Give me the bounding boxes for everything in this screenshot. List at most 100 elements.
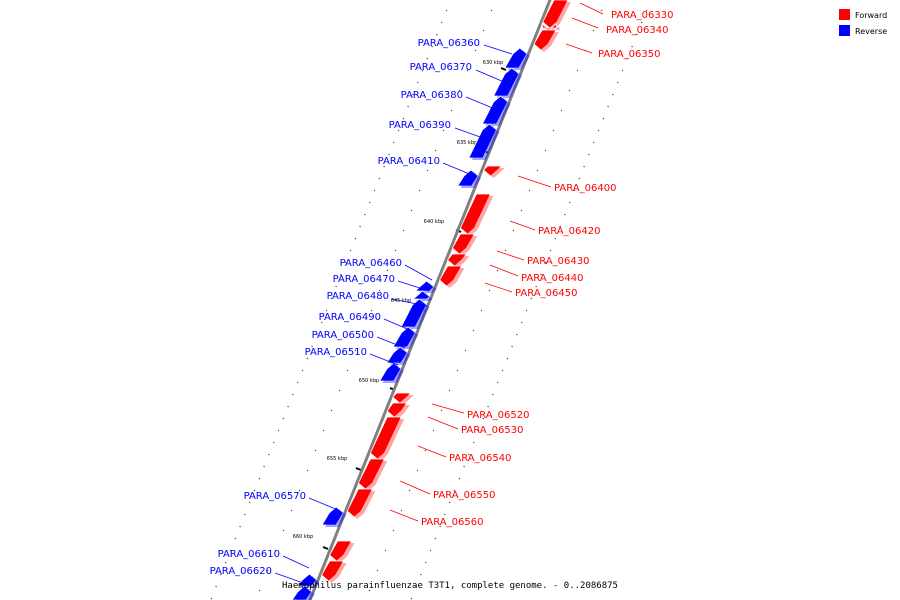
- gene-arrow-para_06570[interactable]: [321, 506, 347, 527]
- dash-mark: [311, 345, 313, 348]
- gene-body: [321, 560, 345, 582]
- gene-label-para_06470[interactable]: PARA_06470: [333, 274, 395, 285]
- gene-shadow: [460, 172, 481, 188]
- gene-body: [483, 165, 503, 177]
- gene-shadow: [332, 543, 355, 563]
- gene-label-para_06570[interactable]: PARA_06570: [244, 491, 306, 502]
- gene-body: [369, 416, 402, 460]
- gene-arrow-para_06420[interactable]: [459, 193, 494, 236]
- dash-mark: [592, 141, 595, 144]
- gene-arrow-para_06530[interactable]: [386, 402, 410, 419]
- gene-arrow-para_06450[interactable]: [439, 265, 465, 288]
- dash-mark: [568, 89, 571, 92]
- gene-shadow: [418, 283, 437, 293]
- dash-mark: [229, 549, 232, 552]
- gene-arrow-para_06380[interactable]: [481, 95, 511, 126]
- dash-mark: [621, 69, 624, 72]
- gene-label-para_06500[interactable]: PARA_06500: [312, 330, 374, 341]
- dash-mark: [482, 29, 485, 32]
- gene-arrow-para_06430[interactable]: [451, 233, 478, 256]
- dash-mark: [420, 573, 422, 576]
- dash-mark: [373, 189, 376, 192]
- dash-mark: [266, 569, 269, 572]
- genome-caption: Haemophilus parainfluenzae T3T1, complet…: [282, 581, 618, 591]
- gene-arrow-para_06510[interactable]: [378, 362, 404, 383]
- gene-label-para_06530[interactable]: PARA_06530: [461, 425, 523, 436]
- gene-label-para_06330[interactable]: PARA_06330: [611, 10, 673, 21]
- gene-arrow-para_06460[interactable]: [414, 280, 437, 293]
- gene-label-para_06510[interactable]: PARA_06510: [305, 347, 367, 358]
- gene-label-para_06400[interactable]: PARA_06400: [554, 183, 616, 194]
- gene-label-para_06560[interactable]: PARA_06560: [421, 517, 483, 528]
- gene-label-para_06480[interactable]: PARA_06480: [327, 291, 389, 302]
- gene-label-para_06340[interactable]: PARA_06340: [606, 25, 668, 36]
- gene-arrow-para_06390[interactable]: [468, 123, 500, 160]
- legend-label-reverse: Reverse: [855, 27, 887, 36]
- gene-arrow-para_06520[interactable]: [392, 392, 414, 405]
- gene-label-para_06610[interactable]: PARA_06610: [218, 549, 280, 560]
- gene-label-para_06350[interactable]: PARA_06350: [598, 49, 660, 60]
- gene-arrow-para_06540[interactable]: [369, 416, 405, 461]
- gene-arrow-para_06590[interactable]: [329, 540, 355, 563]
- dash-mark: [330, 409, 333, 412]
- gene-label-para_06360[interactable]: PARA_06360: [418, 38, 480, 49]
- gene-arrow-para_06600[interactable]: [321, 560, 347, 583]
- dash-mark: [234, 537, 237, 540]
- dash-mark: [516, 333, 518, 336]
- gene-label-para_06390[interactable]: PARA_06390: [389, 120, 451, 131]
- dash-mark: [277, 429, 280, 432]
- tick-label: 650 kbp: [359, 378, 379, 384]
- dash-mark: [458, 89, 461, 92]
- tick-label: 655 kbp: [327, 456, 347, 462]
- gene-arrow-para_06550[interactable]: [357, 458, 388, 491]
- gene-arrow-para_06490[interactable]: [392, 326, 419, 349]
- dash-mark: [573, 189, 576, 192]
- gene-shadow: [545, 2, 571, 30]
- gene-arrow-para_06350[interactable]: [533, 29, 559, 52]
- dash-mark: [434, 149, 437, 152]
- gene-arrow-para_06360[interactable]: [504, 47, 530, 70]
- gene-arrow-para_06330[interactable]: [542, 0, 571, 30]
- gene-shadow: [442, 268, 465, 288]
- dash-mark: [458, 477, 461, 480]
- gene-arrow-para_06400[interactable]: [483, 165, 505, 178]
- dash-mark: [359, 225, 361, 228]
- gene-arrow-para_06370[interactable]: [492, 67, 522, 98]
- gene-label-para_06420[interactable]: PARA_06420: [538, 226, 600, 237]
- label-leader: [442, 162, 473, 176]
- gene-label-para_06410[interactable]: PARA_06410: [378, 156, 440, 167]
- gene-arrow-para_06440[interactable]: [447, 253, 470, 268]
- gene-label-para_06540[interactable]: PARA_06540: [449, 453, 511, 464]
- gene-label-para_06490[interactable]: PARA_06490: [319, 312, 381, 323]
- gene-label-para_06520[interactable]: PARA_06520: [467, 410, 529, 421]
- dash-mark: [402, 229, 405, 232]
- dash-mark: [220, 573, 222, 576]
- label-leader: [308, 497, 339, 511]
- gene-shadow: [389, 349, 411, 365]
- gene-body: [456, 169, 479, 187]
- dash-mark: [506, 357, 509, 360]
- dash-mark: [268, 453, 270, 456]
- dash-mark: [464, 349, 467, 352]
- gene-label-para_06450[interactable]: PARA_06450: [515, 288, 577, 299]
- gene-label-para_06430[interactable]: PARA_06430: [527, 256, 589, 267]
- gene-arrow-para_06560[interactable]: [346, 488, 376, 519]
- gene-shadow: [390, 405, 410, 419]
- gene-label-para_06440[interactable]: PARA_06440: [521, 273, 583, 284]
- genome-axis: [308, 0, 552, 600]
- dash-mark: [448, 501, 451, 504]
- gene-arrow-para_06410[interactable]: [456, 169, 481, 188]
- gene-label-para_06620[interactable]: PARA_06620: [210, 566, 272, 577]
- dash-mark: [354, 349, 357, 352]
- gene-label-para_06370[interactable]: PARA_06370: [410, 62, 472, 73]
- gene-label-para_06550[interactable]: PARA_06550: [433, 490, 495, 501]
- dash-mark: [474, 49, 477, 52]
- gene-label-para_06380[interactable]: PARA_06380: [401, 90, 463, 101]
- gene-label-para_06460[interactable]: PARA_06460: [340, 258, 402, 269]
- dash-mark: [210, 597, 213, 600]
- dash-mark: [306, 357, 309, 360]
- dash-mark: [384, 549, 387, 552]
- label-leader: [431, 403, 465, 414]
- gene-arrow-para_06620[interactable]: [291, 585, 315, 600]
- dash-mark: [392, 529, 395, 532]
